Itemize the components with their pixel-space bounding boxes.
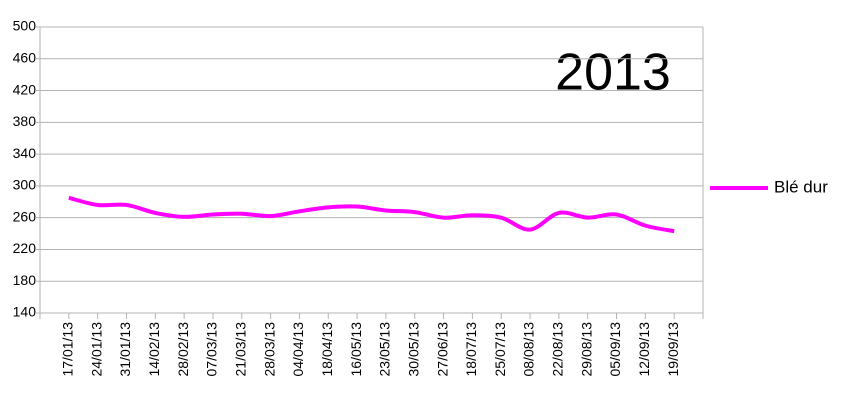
y-tick-label: 420: [13, 81, 37, 97]
x-tick-label: 22/08/13: [550, 322, 566, 377]
x-tick-label: 17/01/13: [60, 322, 76, 377]
y-tick-label: 500: [13, 18, 37, 34]
y-tick-label: 380: [13, 113, 37, 129]
x-tick-label: 19/09/13: [665, 322, 681, 377]
x-tick-label: 05/09/13: [607, 322, 623, 377]
y-tick-label: 260: [13, 208, 37, 224]
series-line: [68, 195, 675, 234]
x-tick-label: 31/01/13: [117, 322, 133, 377]
x-tick-label: 24/01/13: [88, 322, 104, 377]
x-tick-label: 21/03/13: [232, 322, 248, 377]
x-tick-label: 14/02/13: [146, 322, 162, 377]
x-tick-label: 30/05/13: [405, 322, 421, 377]
y-tick-label: 340: [13, 145, 37, 161]
x-tick-label: 25/07/13: [492, 322, 508, 377]
legend-label: Blé dur: [774, 177, 828, 196]
chart-title: 2013: [555, 44, 671, 102]
x-tick-label: 27/06/13: [434, 322, 450, 377]
x-tick-label: 28/02/13: [175, 322, 191, 377]
x-tick-label: 18/04/13: [319, 322, 335, 377]
x-tick-label: 07/03/13: [204, 322, 220, 377]
y-tick-label: 140: [13, 304, 37, 320]
x-tick-label: 12/09/13: [636, 322, 652, 377]
x-tick-label: 08/08/13: [521, 322, 537, 377]
x-tick-label: 16/05/13: [348, 322, 364, 377]
x-tick-label: 23/05/13: [377, 322, 393, 377]
y-tick-label: 460: [13, 49, 37, 65]
y-tick-label: 300: [13, 177, 37, 193]
x-tick-label: 04/04/13: [290, 322, 306, 377]
x-tick-label: 29/08/13: [578, 322, 594, 377]
x-tick-label: 18/07/13: [463, 322, 479, 377]
y-tick-label: 180: [13, 272, 37, 288]
y-tick-label: 220: [13, 240, 37, 256]
x-tick-label: 28/03/13: [261, 322, 277, 377]
